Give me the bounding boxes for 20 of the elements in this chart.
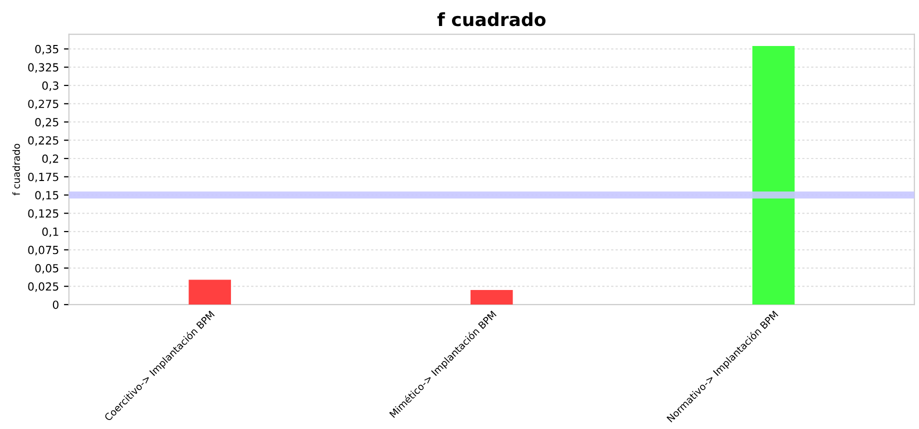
bar [470,290,513,305]
y-tick-label: 0,1 [42,228,58,238]
y-tick-label: 0,05 [35,264,58,274]
y-tick-label: 0,075 [28,246,58,256]
chart-title: f cuadrado [437,12,546,26]
y-axis-title: f cuadrado [12,144,20,196]
y-tick-label: 0 [52,300,58,309]
y-tick-label: 0,325 [28,63,58,73]
bar [188,280,231,305]
y-tick-label: 0,225 [28,136,58,146]
y-tick-label: 0,2 [42,154,58,164]
y-tick-label: 0,275 [28,100,58,110]
y-tick-label: 0,35 [35,44,58,54]
y-tick-label: 0,175 [28,172,58,182]
bar [752,46,795,305]
y-tick-label: 0,3 [42,81,58,91]
y-tick-label: 0,15 [35,190,58,201]
y-tick-label: 0,125 [28,209,58,219]
y-tick-label: 0,025 [28,282,58,292]
y-tick-label: 0,25 [35,118,58,128]
